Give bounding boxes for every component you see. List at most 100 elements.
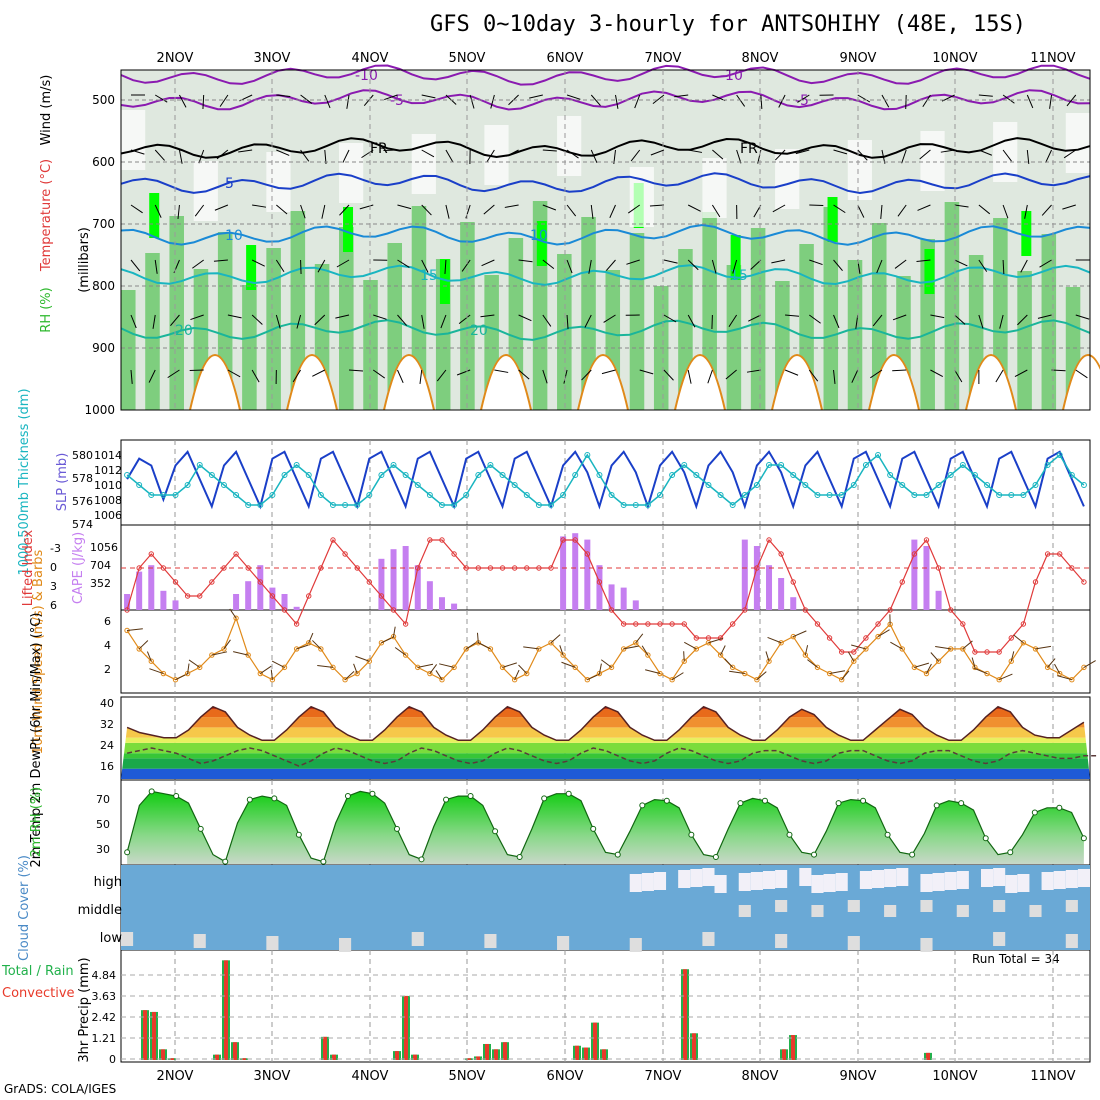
mid-cloud-cell: [956, 905, 969, 917]
wind10-point: [766, 658, 772, 664]
surface-heating-contour: [868, 354, 920, 411]
wind-barb: [590, 94, 601, 106]
wind-barb: [797, 94, 810, 103]
rh-point: [1031, 809, 1038, 816]
thickness-point: [741, 492, 748, 498]
rh-point: [1080, 835, 1087, 842]
cape-bar: [632, 600, 639, 610]
lifted-index-point: [633, 621, 639, 627]
thickness-point: [329, 502, 336, 508]
top-date-label: 2NOV: [157, 51, 194, 66]
bottom-date-label: 7NOV: [645, 1069, 682, 1084]
bottom-date-label: 4NOV: [352, 1069, 389, 1084]
lifted-index-point: [281, 607, 288, 613]
cape-bar: [620, 587, 627, 610]
rh-band: [871, 223, 887, 410]
wind10-barb: [926, 663, 932, 674]
top-date-label: 11NOV: [1030, 51, 1075, 66]
wind10-barb: [518, 664, 528, 674]
rh-moist-patch: [827, 197, 838, 242]
wind-barb: [851, 369, 859, 383]
surface-heating-contour: [771, 354, 823, 411]
wind-barb: [590, 149, 598, 163]
wind10-barb: [645, 669, 661, 675]
thickness-point: [959, 462, 966, 468]
rh-point: [197, 825, 204, 832]
pressure-tick-label: 900: [92, 341, 115, 355]
lifted-index-point: [887, 607, 893, 613]
thickness-point: [1032, 482, 1039, 488]
high-cloud-cell: [653, 872, 667, 890]
wind10-barb: [829, 670, 846, 675]
wind-barb: [760, 94, 763, 110]
lifted-index-point: [838, 649, 845, 655]
wind-barb: [542, 369, 548, 384]
wind-barb: [634, 94, 641, 109]
wind10m-frame: [120, 609, 1091, 694]
rh-band: [169, 216, 184, 410]
pressure-tick-label: 700: [92, 217, 115, 231]
rh-point: [860, 797, 867, 804]
surface-heating-contour: [480, 354, 532, 411]
lifted-index-point: [923, 537, 930, 543]
lifted-index-point: [851, 649, 857, 655]
wind-barb: [419, 369, 423, 384]
wind-barb: [292, 369, 301, 383]
mid-cloud-cell: [775, 900, 788, 912]
mid-cloud-cell: [993, 900, 1006, 912]
wind10-barb: [914, 662, 930, 668]
lifted-index-point: [729, 621, 736, 627]
wind-barb: [809, 314, 821, 324]
thickness-point: [233, 492, 240, 498]
lifted-index-point: [572, 537, 578, 543]
wind-barb: [1049, 94, 1053, 109]
wind-barb: [609, 204, 616, 218]
thickness-point: [875, 452, 882, 458]
mid-cloud-cell: [884, 905, 897, 917]
lifted-index-point: [354, 565, 360, 571]
wind10-barb: [1054, 663, 1061, 674]
wind-barb: [978, 149, 993, 156]
lifted-index-line: [126, 538, 1085, 653]
lifted-index-point: [875, 621, 881, 627]
wind-barb: [359, 204, 374, 210]
wind-barb: [954, 369, 963, 383]
wind10-point: [633, 640, 639, 646]
lifted-index-point: [657, 621, 663, 627]
thickness-point: [378, 472, 385, 478]
precip-conv-bar: [926, 1052, 930, 1060]
cape-bar: [923, 546, 930, 610]
wind-barb: [213, 259, 228, 262]
rh-band: [1041, 234, 1057, 410]
wind10-point: [342, 676, 348, 683]
cloud-row-label: middle: [78, 903, 122, 918]
wind-barb: [227, 314, 242, 319]
wind10-point: [960, 646, 966, 652]
temp-band: [121, 742, 1090, 754]
rh-band: [339, 227, 354, 410]
precip-conv-bar: [332, 1054, 336, 1060]
high-cloud-cell: [811, 875, 824, 893]
high-cloud-cell: [1005, 875, 1018, 893]
wind-barb: [194, 204, 205, 217]
wind10-barb: [1057, 675, 1072, 681]
wind-barb: [954, 204, 969, 208]
high-cloud-cell: [714, 875, 727, 893]
high-cloud-cell: [799, 868, 812, 886]
contour-label: FR: [370, 141, 388, 157]
lifted-index-point: [960, 621, 966, 627]
wind-barb: [833, 204, 846, 214]
thickness-tick: 578: [72, 472, 93, 485]
surface-heating-contour: [965, 354, 1017, 411]
thickness-point: [535, 502, 542, 508]
lifted-index-point: [935, 565, 942, 571]
thickness-point: [850, 482, 857, 488]
rh-band: [581, 217, 596, 410]
top-date-label: 7NOV: [645, 51, 682, 66]
wind-barb: [324, 94, 331, 109]
wind10-point: [863, 646, 869, 652]
wind-barb: [736, 94, 746, 107]
contour-label: FR: [740, 141, 758, 157]
wind-barb: [421, 259, 429, 273]
